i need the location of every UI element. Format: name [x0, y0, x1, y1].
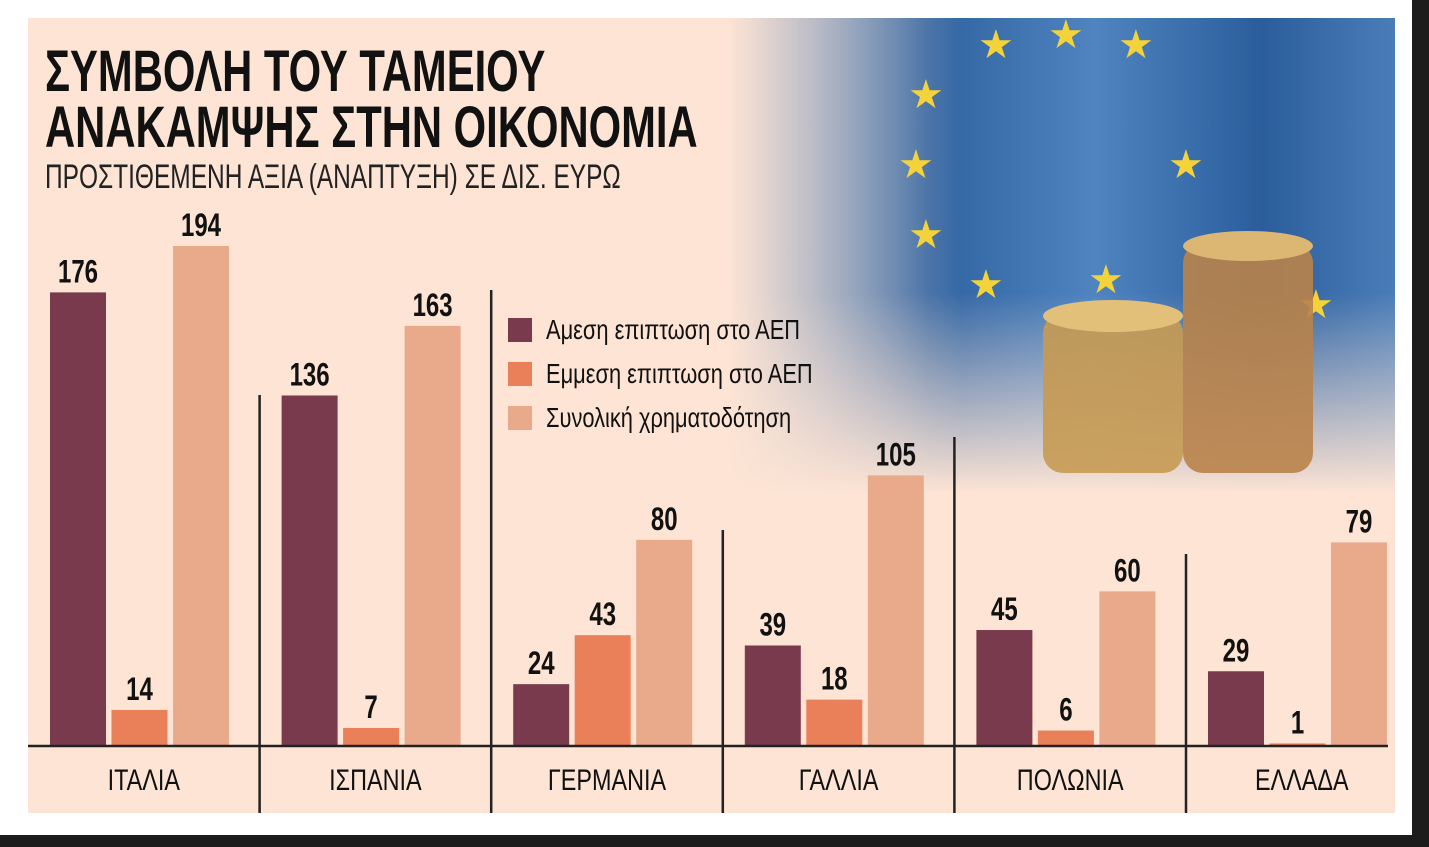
svg-text:★: ★ — [968, 263, 1004, 307]
bar-total — [173, 246, 229, 746]
bar-indirect — [1037, 730, 1094, 746]
bar-total — [1331, 542, 1387, 746]
category-label: ΓΑΛΛΙΑ — [799, 763, 879, 796]
legend: Αμεση επιπτωση στο ΑΕΠ Εμμεση επιπτωση σ… — [508, 308, 888, 440]
data-label: 176 — [58, 253, 98, 289]
data-label: 45 — [991, 591, 1018, 627]
data-label: 79 — [1346, 503, 1373, 539]
category-label: ΠΟΛΩΝΙΑ — [1017, 763, 1124, 796]
category-label: ΙΤΑΛΙΑ — [108, 763, 180, 796]
svg-text:★: ★ — [1088, 258, 1124, 302]
bar-direct — [513, 684, 570, 746]
data-label: 29 — [1223, 632, 1250, 668]
svg-text:★: ★ — [978, 23, 1014, 67]
bar-total — [867, 475, 924, 746]
bar-total — [636, 539, 693, 746]
category-label: ΙΣΠΑΝΙΑ — [329, 763, 421, 796]
legend-label: Αμεση επιπτωση στο ΑΕΠ — [546, 314, 801, 345]
bar-indirect — [806, 699, 863, 746]
eu-flag-coins-photo: ★ ★ ★ ★ ★ ★ ★ ★ ★ ★ — [728, 18, 1395, 518]
legend-item-total: Συνολική χρηματοδότηση — [508, 396, 888, 440]
data-label: 194 — [181, 207, 221, 243]
bar-direct — [50, 292, 106, 746]
bar-total — [404, 325, 461, 746]
data-label: 105 — [876, 436, 916, 472]
bar-direct — [1208, 671, 1264, 746]
category-label: ΓΕΡΜΑΝΙΑ — [548, 763, 666, 796]
svg-text:★: ★ — [1118, 23, 1154, 67]
data-label: 43 — [589, 596, 616, 632]
legend-label: Συνολική χρηματοδότηση — [546, 402, 792, 433]
legend-swatch-direct — [508, 318, 532, 342]
category-label: ΕΛΛΑΔΑ — [1255, 763, 1349, 796]
data-label: 163 — [413, 286, 453, 322]
data-label: 14 — [126, 671, 153, 707]
bar-indirect — [111, 709, 168, 746]
bar-chart: 176 14 194 ΙΤΑΛΙΑ 136 7 163 ΙΣΠΑΝΙΑ 24 43 80 ΓΕΡΜΑΝ… — [28, 207, 1388, 813]
data-label: 136 — [290, 356, 330, 392]
data-label: 24 — [528, 645, 555, 681]
svg-text:★: ★ — [1168, 143, 1204, 187]
bar-direct — [281, 395, 338, 746]
bar-direct — [744, 645, 801, 746]
eu-stars-icon: ★ ★ ★★ ★★ ★★ ★★ — [898, 18, 1334, 327]
bar-indirect — [574, 635, 631, 746]
data-label: 7 — [364, 689, 377, 725]
svg-text:★: ★ — [1048, 18, 1084, 57]
bar-indirect — [1269, 743, 1326, 746]
legend-item-indirect: Εμμεση επιπτωση στο ΑΕΠ — [508, 352, 888, 396]
bar-direct — [976, 630, 1033, 746]
legend-swatch-indirect — [508, 362, 532, 386]
legend-swatch-total — [508, 406, 532, 430]
subtitle: ΠΡΟΣΤΙΘΕΜΕΝΗ ΑΞΙΑ (ΑΝΑΠΤΥΞΗ) ΣΕ ΔΙΣ. ΕΥΡ… — [45, 158, 621, 196]
infographic-panel: ★ ★ ★ ★ ★ ★ ★ ★ ★ ★ ΣΥΜΒΟΛΗ ΤΟΥ ΤΑΜΕΙΟΥ ΑΝΑΚΑ… — [28, 18, 1395, 813]
data-label: 18 — [821, 660, 848, 696]
svg-text:★: ★ — [898, 143, 934, 187]
bar-indirect — [343, 727, 400, 746]
data-label: 6 — [1059, 691, 1072, 727]
data-label: 39 — [759, 606, 786, 642]
title-line-2: ΑΝΑΚΑΜΨΗΣ ΣΤΗΝ ΟΙΚΟΝΟΜΙΑ — [45, 95, 698, 160]
data-label: 60 — [1114, 552, 1141, 588]
data-label: 1 — [1291, 704, 1304, 740]
svg-text:★: ★ — [908, 213, 944, 257]
legend-item-direct: Αμεση επιπτωση στο ΑΕΠ — [508, 308, 888, 352]
photo-illustration: ★ ★ ★★ ★★ ★★ ★★ — [898, 18, 1334, 473]
data-label: 80 — [651, 500, 678, 536]
legend-label: Εμμεση επιπτωση στο ΑΕΠ — [546, 358, 813, 389]
bar-total — [1099, 591, 1156, 746]
coin-stacks — [1043, 231, 1313, 473]
title-line-1: ΣΥΜΒΟΛΗ ΤΟΥ ΤΑΜΕΙΟΥ — [45, 39, 546, 104]
svg-text:★: ★ — [908, 73, 944, 117]
frame: ★ ★ ★ ★ ★ ★ ★ ★ ★ ★ ΣΥΜΒΟΛΗ ΤΟΥ ΤΑΜΕΙΟΥ ΑΝΑΚΑ… — [0, 0, 1412, 835]
